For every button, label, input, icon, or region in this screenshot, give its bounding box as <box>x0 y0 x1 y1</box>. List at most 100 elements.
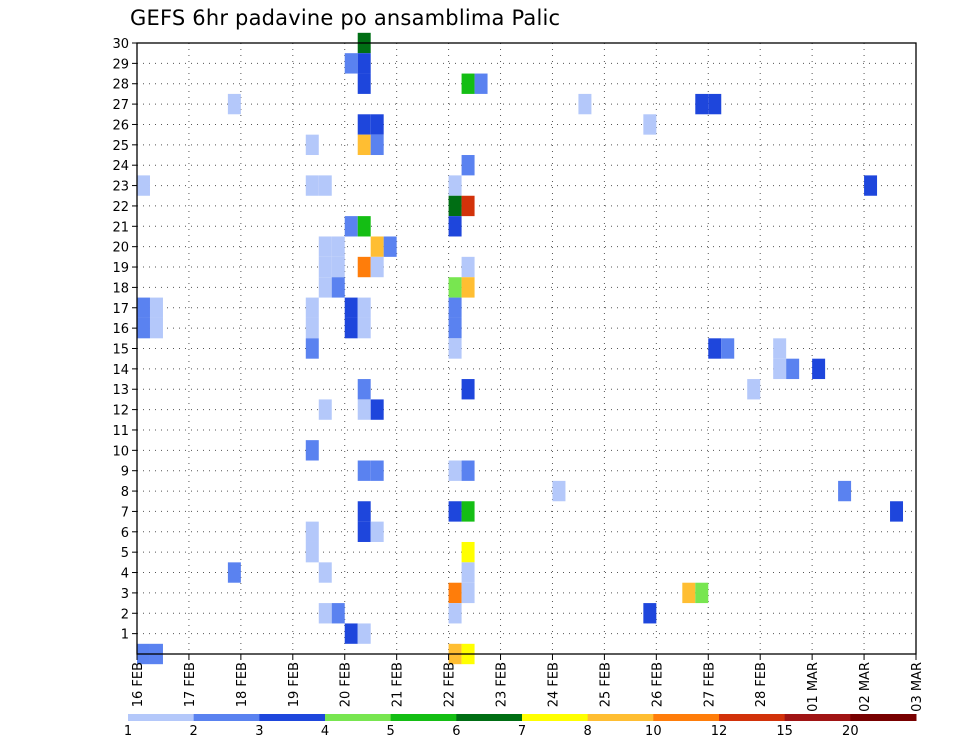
legend-swatch <box>587 714 654 721</box>
y-tick-label: 25 <box>112 139 129 154</box>
y-tick-label: 19 <box>112 261 129 276</box>
heat-cell <box>344 623 358 644</box>
heat-cell <box>357 623 371 644</box>
y-tick-label: 6 <box>121 526 129 541</box>
heat-cell <box>357 216 371 237</box>
x-tick-label: 01 MAR <box>806 662 821 712</box>
heat-cell <box>448 277 462 298</box>
heat-cell <box>357 521 371 542</box>
heat-cell <box>344 216 358 237</box>
legend-swatch <box>850 714 917 721</box>
heat-cell <box>357 114 371 135</box>
heat-cell <box>305 541 319 563</box>
heat-cell <box>357 134 371 156</box>
y-tick-label: 9 <box>121 465 129 480</box>
heat-cell <box>305 317 319 339</box>
heat-cell <box>305 175 319 196</box>
heat-cell <box>318 399 332 420</box>
legend-label: 10 <box>645 724 662 739</box>
heat-cell <box>461 541 475 563</box>
x-tick-label: 20 FEB <box>339 662 354 707</box>
heat-cell <box>357 399 371 420</box>
legend-swatch <box>522 714 589 721</box>
heat-cell <box>137 317 150 339</box>
heat-cell <box>773 338 787 359</box>
heat-cell <box>137 297 150 318</box>
y-tick-label: 15 <box>112 343 129 358</box>
x-tick-label: 21 FEB <box>391 662 406 707</box>
heat-cell <box>643 603 657 624</box>
heat-cell <box>643 114 657 135</box>
heat-cell <box>461 501 475 522</box>
heat-cell <box>461 277 475 298</box>
y-tick-label: 24 <box>112 159 129 174</box>
heat-cell <box>890 501 904 522</box>
heat-cell <box>448 317 462 339</box>
heat-cell <box>305 134 319 156</box>
x-tick-label: 24 FEB <box>546 662 561 707</box>
heat-cell <box>331 256 345 278</box>
heat-cell <box>357 317 371 339</box>
x-tick-label: 02 MAR <box>858 662 873 712</box>
legend-swatch <box>456 714 523 721</box>
y-tick-label: 22 <box>112 200 129 215</box>
heat-cell <box>227 93 241 115</box>
y-tick-label: 3 <box>121 587 129 602</box>
heat-cell <box>461 562 475 583</box>
y-tick-label: 5 <box>121 546 129 561</box>
heat-cell <box>448 338 462 359</box>
legend-label: 2 <box>190 724 198 739</box>
y-tick-label: 14 <box>112 363 129 378</box>
heat-cell <box>331 277 345 298</box>
y-tick-label: 11 <box>112 424 129 439</box>
legend-swatch <box>128 714 195 721</box>
y-tick-label: 16 <box>112 322 129 337</box>
y-tick-label: 21 <box>112 220 129 235</box>
heat-cell <box>461 256 475 278</box>
heat-cell <box>357 379 371 400</box>
heat-cell <box>448 195 462 217</box>
heat-cell <box>812 358 826 380</box>
x-tick-label: 27 FEB <box>702 662 717 707</box>
heat-cell <box>318 603 332 624</box>
heat-cell <box>357 501 371 522</box>
legend-label: 15 <box>776 724 793 739</box>
legend-swatch <box>784 714 851 721</box>
heat-cell <box>370 399 384 420</box>
legend-label: 4 <box>321 724 329 739</box>
legend-label: 20 <box>842 724 859 739</box>
legend-swatch <box>259 714 326 721</box>
heat-cell <box>357 53 371 74</box>
legend-swatch <box>653 714 720 721</box>
heat-cell <box>682 582 696 604</box>
heat-cell <box>331 236 345 257</box>
legend-swatch <box>325 714 392 721</box>
heat-cell <box>461 460 475 481</box>
heat-cell <box>448 460 462 481</box>
y-tick-label: 8 <box>121 485 129 500</box>
plot-frame <box>136 42 917 655</box>
y-tick-label: 29 <box>112 57 129 72</box>
y-tick-label: 20 <box>112 241 129 256</box>
y-tick-label: 12 <box>112 404 129 419</box>
heat-cell <box>552 480 566 502</box>
y-tick-label: 30 <box>112 37 129 52</box>
heat-cell <box>370 256 384 278</box>
y-tick-label: 2 <box>121 607 129 622</box>
heat-cell <box>137 175 150 196</box>
heat-cell <box>318 562 332 583</box>
heat-cell <box>747 379 761 400</box>
heat-cell <box>305 297 319 318</box>
heat-cell <box>149 317 163 339</box>
legend-swatch <box>719 714 786 721</box>
heat-cell <box>721 338 735 359</box>
heat-cell <box>838 480 852 502</box>
heat-cell <box>318 175 332 196</box>
heat-cell <box>149 297 163 318</box>
heat-cell <box>227 562 241 583</box>
y-tick-label: 23 <box>112 180 129 195</box>
x-tick-label: 19 FEB <box>287 662 302 707</box>
heat-cell <box>448 603 462 624</box>
heat-cell <box>331 603 345 624</box>
heat-cell <box>370 114 384 135</box>
